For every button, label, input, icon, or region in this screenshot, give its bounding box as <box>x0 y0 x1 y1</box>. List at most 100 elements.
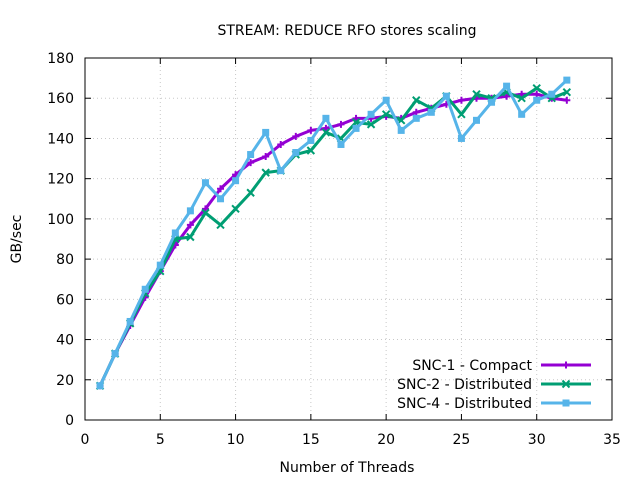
x-tick-label: 15 <box>302 432 320 448</box>
legend-marker <box>562 361 570 369</box>
y-tick-label: 120 <box>47 172 74 188</box>
legend-marker <box>562 399 570 407</box>
data-point <box>292 149 300 157</box>
y-tick-label: 160 <box>47 91 74 107</box>
data-point <box>563 76 571 84</box>
data-point <box>427 108 435 116</box>
data-point <box>397 126 405 134</box>
data-point <box>262 128 270 136</box>
data-point <box>352 114 360 122</box>
y-tick-label: 40 <box>56 333 74 349</box>
data-point <box>366 120 376 129</box>
data-point <box>126 317 134 325</box>
data-point <box>382 96 390 104</box>
data-point <box>201 205 209 213</box>
data-point <box>277 140 285 148</box>
data-point <box>352 124 360 132</box>
data-point <box>472 89 481 99</box>
data-point <box>307 136 315 144</box>
data-point <box>503 92 511 100</box>
y-tick-label: 140 <box>47 131 74 147</box>
data-point <box>381 110 391 119</box>
data-point <box>503 82 511 90</box>
data-point <box>457 110 466 119</box>
data-point <box>322 114 330 122</box>
y-tick-labels: 0 20 40 60 80 100 120 140 160 180 <box>47 51 74 429</box>
y-tick-label: 180 <box>47 51 74 67</box>
x-tick-label: 35 <box>603 432 621 448</box>
legend-entry: SNC-2 - Distributed <box>397 377 591 393</box>
data-point <box>217 195 225 203</box>
data-point <box>442 92 450 100</box>
data-point <box>307 126 315 134</box>
data-point <box>217 185 225 193</box>
data-point <box>141 285 149 293</box>
axis-ticks <box>84 57 613 421</box>
data-point <box>306 146 316 155</box>
data-point <box>457 134 465 142</box>
data-point <box>533 96 541 104</box>
y-tick-label: 0 <box>65 413 74 429</box>
legend-label: SNC-4 - Distributed <box>397 396 532 412</box>
data-point <box>156 261 164 269</box>
data-point <box>232 177 240 185</box>
x-tick-label: 30 <box>528 432 546 448</box>
data-point <box>518 110 526 118</box>
data-point <box>457 96 465 104</box>
chart-title: STREAM: REDUCE RFO stores scaling <box>217 23 476 39</box>
data-point <box>96 382 104 390</box>
legend-entry: SNC-4 - Distributed <box>397 396 591 412</box>
data-point <box>412 96 421 105</box>
data-point <box>186 207 194 215</box>
data-point <box>216 220 225 230</box>
legend-entry: SNC-1 - Compact <box>412 358 591 374</box>
data-point <box>247 151 255 159</box>
data-point <box>186 232 195 242</box>
data-point <box>472 116 480 124</box>
data-point <box>321 128 331 137</box>
data-point <box>412 108 420 116</box>
data-point <box>367 110 375 118</box>
x-tick-label: 10 <box>227 432 245 448</box>
x-tick-label: 25 <box>453 432 471 448</box>
data-point <box>231 204 240 214</box>
data-point <box>277 167 285 175</box>
series-3 <box>96 76 571 390</box>
data-point <box>201 208 210 218</box>
data-point <box>412 114 420 122</box>
series-layer <box>95 76 572 391</box>
data-point <box>563 96 571 104</box>
legend-label: SNC-2 - Distributed <box>397 377 532 393</box>
legend-marker <box>561 379 571 389</box>
x-tick-label: 0 <box>81 432 90 448</box>
data-point <box>337 140 345 148</box>
data-point <box>533 90 541 98</box>
data-point <box>517 94 526 103</box>
data-point <box>562 87 572 97</box>
y-tick-label: 100 <box>47 212 74 228</box>
data-point <box>261 168 270 177</box>
y-axis-label: GB/sec <box>9 215 25 264</box>
data-point <box>337 120 345 128</box>
data-point <box>488 98 496 106</box>
legend-label: SNC-1 - Compact <box>412 358 532 374</box>
y-tick-label: 20 <box>56 373 74 389</box>
data-point <box>186 221 194 229</box>
data-point <box>532 83 541 93</box>
x-tick-label: 5 <box>156 432 165 448</box>
data-point <box>247 159 255 167</box>
data-point <box>246 188 255 197</box>
x-axis-label: Number of Threads <box>280 460 415 476</box>
data-point <box>548 90 556 98</box>
series-line <box>98 86 568 387</box>
data-point <box>292 132 300 140</box>
data-point <box>171 229 179 237</box>
y-tick-label: 80 <box>56 252 74 268</box>
x-tick-labels: 0 5 10 15 20 25 30 35 <box>81 432 621 448</box>
data-point <box>111 350 119 358</box>
data-point <box>262 153 270 161</box>
x-tick-label: 20 <box>377 432 395 448</box>
plot-frame <box>84 57 613 421</box>
